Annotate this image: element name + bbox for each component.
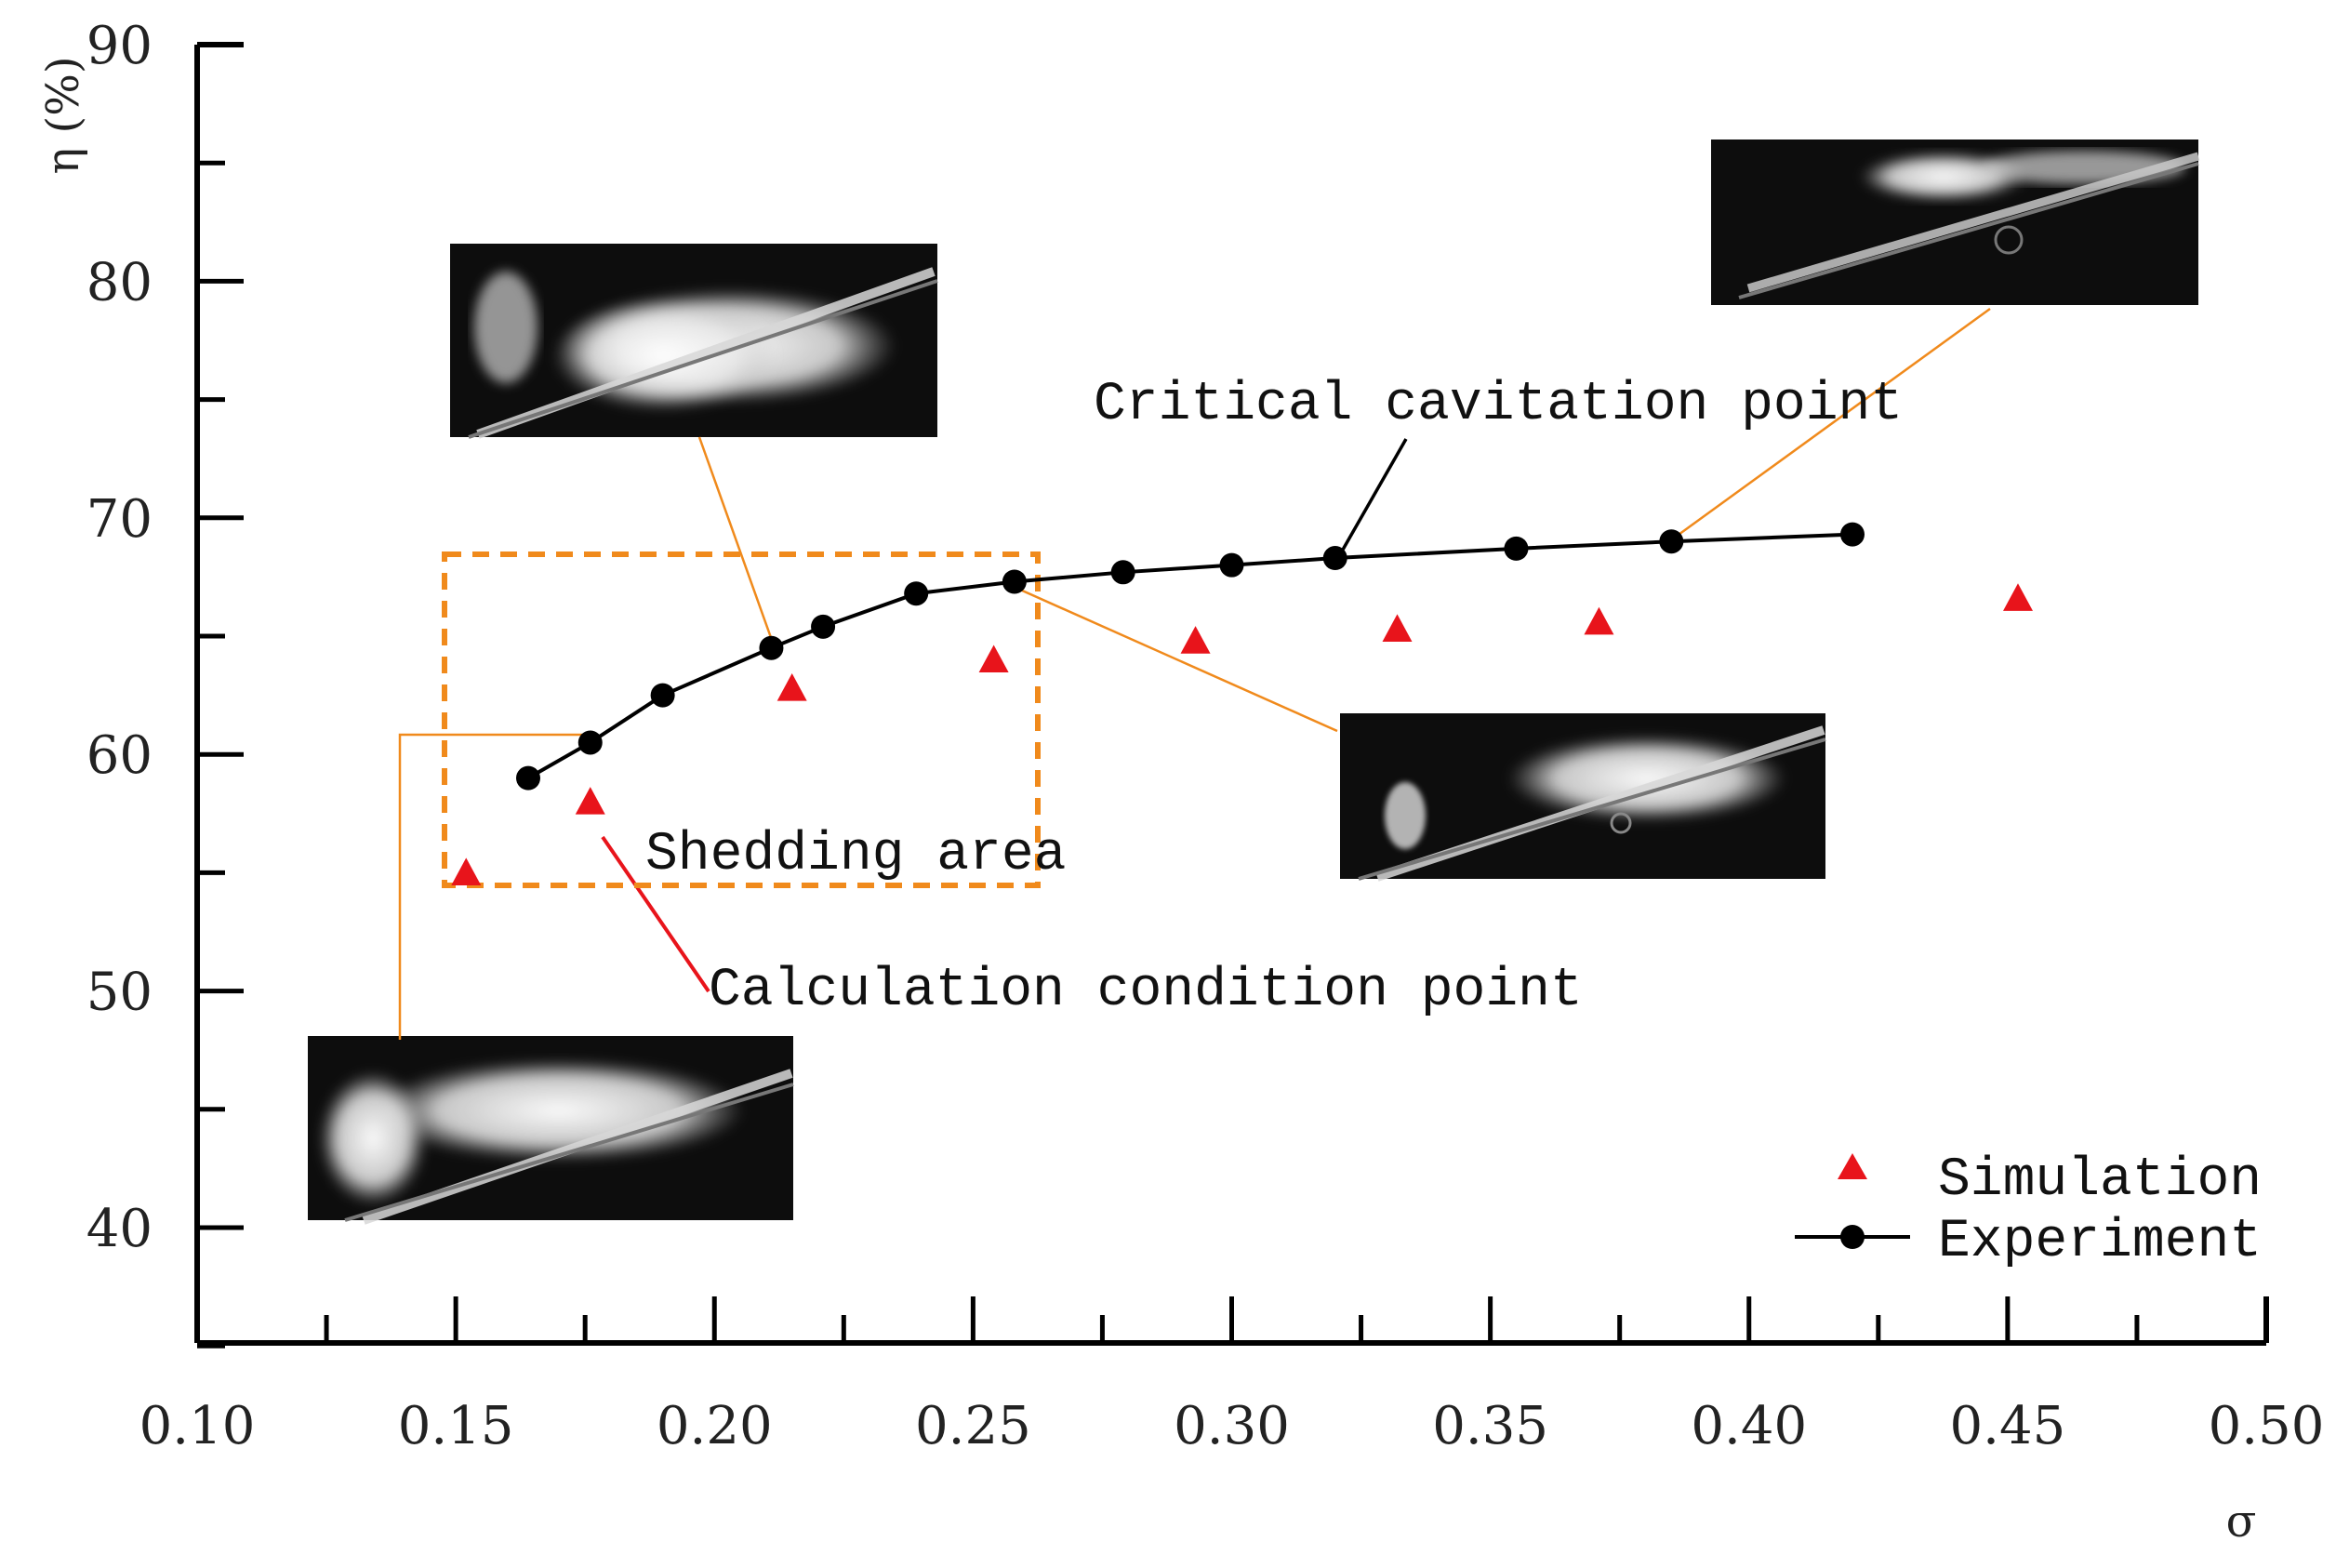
y-tick-label: 60 bbox=[86, 725, 153, 786]
x-tick-label: 0.35 bbox=[1432, 1396, 1548, 1456]
simulation-series bbox=[451, 583, 2033, 885]
x-tick-label: 0.45 bbox=[1950, 1396, 2066, 1456]
simulation-point bbox=[451, 857, 482, 885]
simulation-point bbox=[1584, 606, 1614, 635]
x-tick-label: 0.10 bbox=[139, 1396, 256, 1456]
experiment-point bbox=[759, 635, 784, 660]
x-tick-label: 0.30 bbox=[1174, 1396, 1290, 1456]
x-tick-label: 0.50 bbox=[2209, 1396, 2325, 1456]
simulation-point bbox=[1180, 626, 1211, 654]
shedding-area-box bbox=[442, 551, 1041, 888]
x-tick-label: 0.15 bbox=[398, 1396, 514, 1456]
simulation-point bbox=[2003, 583, 2033, 611]
y-tick-label: 50 bbox=[86, 963, 153, 1023]
experiment-point bbox=[811, 614, 836, 639]
experiment-point bbox=[1219, 552, 1244, 578]
simulation-point bbox=[1382, 614, 1413, 642]
legend-simulation-label: Simulation bbox=[1938, 1150, 2262, 1211]
leader-line-lower-left bbox=[398, 733, 590, 1040]
cavitation-photo-middle-right bbox=[1340, 713, 1826, 882]
simulation-point bbox=[776, 672, 807, 701]
cavitation-photo-lower-left bbox=[308, 1036, 794, 1225]
y-tick-label: 40 bbox=[86, 1199, 153, 1259]
cavitation-photos bbox=[308, 140, 2200, 1225]
x-tick-labels: 0.10 0.15 0.20 0.25 0.30 0.35 0.40 0.45 0.50 bbox=[139, 1396, 2325, 1456]
y-tick-label: 70 bbox=[86, 489, 153, 550]
cavitation-photo-upper-right bbox=[1711, 140, 2200, 305]
experiment-point bbox=[516, 765, 540, 791]
legend: Simulation Experiment bbox=[1795, 1150, 2262, 1272]
experiment-point bbox=[577, 730, 603, 755]
experiment-series bbox=[516, 522, 1865, 791]
cavitation-photo-upper-left bbox=[450, 244, 938, 439]
experiment-point bbox=[650, 683, 675, 708]
x-tick-label: 0.25 bbox=[915, 1396, 1031, 1456]
critical-cavitation-point-label: Critical cavitation point bbox=[1094, 375, 1903, 435]
critical-point-leader bbox=[1337, 438, 1408, 557]
y-tick-labels: 40 50 60 70 80 90 bbox=[86, 16, 153, 1259]
calculation-point-arrow bbox=[601, 835, 710, 993]
experiment-point bbox=[1322, 546, 1347, 571]
calculation-condition-point-label: Calculation condition point bbox=[709, 961, 1583, 1021]
experiment-point bbox=[1504, 536, 1529, 561]
y-tick-label: 80 bbox=[86, 252, 153, 312]
simulation-point bbox=[978, 644, 1009, 673]
leader-line-upper-right bbox=[1671, 307, 1991, 541]
y-tick-label: 90 bbox=[86, 16, 153, 76]
y-axis-title: η (%) bbox=[37, 56, 89, 174]
legend-experiment-marker bbox=[1840, 1225, 1865, 1249]
legend-experiment-label: Experiment bbox=[1938, 1212, 2262, 1272]
x-ticks bbox=[324, 1296, 2140, 1343]
leader-line-upper-left bbox=[697, 436, 776, 646]
experiment-point bbox=[1002, 569, 1027, 594]
x-tick-label: 0.20 bbox=[657, 1396, 773, 1456]
x-axis-title: σ bbox=[2226, 1495, 2257, 1548]
experiment-point bbox=[904, 581, 929, 606]
experiment-point bbox=[1659, 529, 1684, 554]
shedding-area-label: Shedding area bbox=[645, 825, 1066, 885]
y-ticks bbox=[197, 160, 244, 1349]
legend-simulation-marker bbox=[1838, 1153, 1867, 1179]
leader-line-middle-right bbox=[1011, 584, 1338, 733]
leader-lines bbox=[398, 307, 1991, 1040]
experiment-point bbox=[1840, 522, 1865, 547]
experiment-point bbox=[1110, 560, 1135, 585]
simulation-point bbox=[575, 787, 605, 815]
x-tick-label: 0.40 bbox=[1691, 1396, 1807, 1456]
